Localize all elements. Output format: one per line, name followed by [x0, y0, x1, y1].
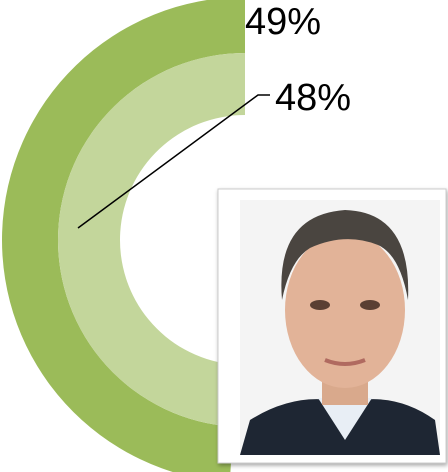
- leader-line: [77, 94, 270, 229]
- rings: [2, 0, 245, 472]
- inner-label: 48%: [275, 77, 351, 119]
- ring-segment: [2, 0, 245, 472]
- outer-label: 49%: [245, 1, 321, 43]
- photo: [217, 188, 447, 464]
- ring-segment: [57, 53, 245, 426]
